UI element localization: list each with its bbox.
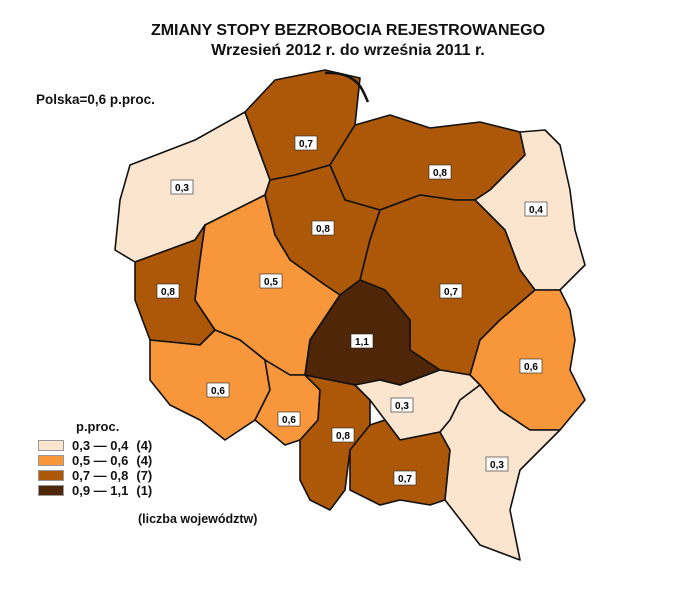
region-value-label: 0,8 bbox=[331, 427, 355, 443]
svg-text:0,8: 0,8 bbox=[336, 431, 350, 442]
region-value-label: 0,8 bbox=[156, 283, 180, 299]
svg-text:0,3: 0,3 bbox=[490, 460, 504, 471]
region-value-label: 0,6 bbox=[206, 382, 230, 398]
svg-text:0,8: 0,8 bbox=[433, 168, 447, 179]
svg-text:0,3: 0,3 bbox=[175, 183, 189, 194]
region-value-label: 0,6 bbox=[277, 411, 301, 427]
svg-text:0,3: 0,3 bbox=[395, 401, 409, 412]
region-value-label: 0,3 bbox=[170, 179, 194, 195]
region-value-label: 0,7 bbox=[439, 283, 463, 299]
map-title: ZMIANY STOPY BEZROBOCIA REJESTROWANEGO bbox=[150, 22, 546, 39]
legend-swatch bbox=[38, 470, 64, 481]
legend-item: 0,9 — 1,1 (1) bbox=[38, 483, 152, 498]
svg-text:0,7: 0,7 bbox=[299, 139, 313, 150]
region bbox=[439, 384, 561, 561]
svg-text:1,1: 1,1 bbox=[355, 337, 369, 348]
map-subtitle: Wrzesień 2012 r. do września 2011 r. bbox=[211, 42, 485, 59]
legend-item: 0,7 — 0,8 (7) bbox=[38, 468, 152, 483]
region-value-label: 0,8 bbox=[428, 164, 452, 180]
svg-text:0,8: 0,8 bbox=[316, 224, 330, 235]
svg-text:0,5: 0,5 bbox=[264, 277, 278, 288]
svg-text:0,6: 0,6 bbox=[282, 415, 296, 426]
svg-text:0,7: 0,7 bbox=[398, 474, 412, 485]
region-value-label: 0,4 bbox=[524, 201, 548, 217]
svg-text:0,7: 0,7 bbox=[444, 287, 458, 298]
legend-range: 0,7 — 0,8 bbox=[72, 468, 129, 483]
legend-count: (7) bbox=[136, 468, 153, 483]
legend-range: 0,5 — 0,6 bbox=[72, 453, 129, 468]
legend-note: (liczba województw) bbox=[138, 512, 258, 526]
legend-swatch bbox=[38, 455, 64, 466]
legend-range: 0,3 — 0,4 bbox=[72, 438, 129, 453]
legend: p.proc. 0,3 — 0,4 (4) 0,5 — 0,6 (4) 0,7 — … bbox=[38, 419, 152, 498]
legend-swatch bbox=[38, 485, 64, 496]
region-value-label: 0,3 bbox=[485, 456, 509, 472]
region bbox=[349, 419, 451, 506]
legend-title: p.proc. bbox=[76, 419, 120, 434]
legend-item: 0,5 — 0,6 (4) bbox=[38, 453, 152, 468]
svg-text:0,4: 0,4 bbox=[529, 205, 543, 216]
legend-count: (4) bbox=[136, 438, 153, 453]
region-value-label: 0,8 bbox=[311, 220, 335, 236]
legend-swatch bbox=[38, 440, 64, 451]
region-value-label: 0,3 bbox=[390, 397, 414, 413]
legend-count: (1) bbox=[136, 483, 153, 498]
region-value-label: 0,7 bbox=[393, 470, 417, 486]
hel-peninsula bbox=[324, 71, 370, 103]
svg-text:0,8: 0,8 bbox=[161, 287, 175, 298]
svg-text:0,6: 0,6 bbox=[524, 362, 538, 373]
region-value-label: 0,5 bbox=[259, 273, 283, 289]
legend-range: 0,9 — 1,1 bbox=[72, 483, 129, 498]
svg-text:0,6: 0,6 bbox=[211, 386, 225, 397]
national-value: Polska=0,6 p.proc. bbox=[36, 92, 155, 107]
region-value-label: 1,1 bbox=[350, 333, 374, 349]
legend-item: 0,3 — 0,4 (4) bbox=[38, 438, 152, 453]
region-value-label: 0,6 bbox=[519, 358, 543, 374]
region-value-label: 0,7 bbox=[294, 135, 318, 151]
legend-count: (4) bbox=[136, 453, 153, 468]
